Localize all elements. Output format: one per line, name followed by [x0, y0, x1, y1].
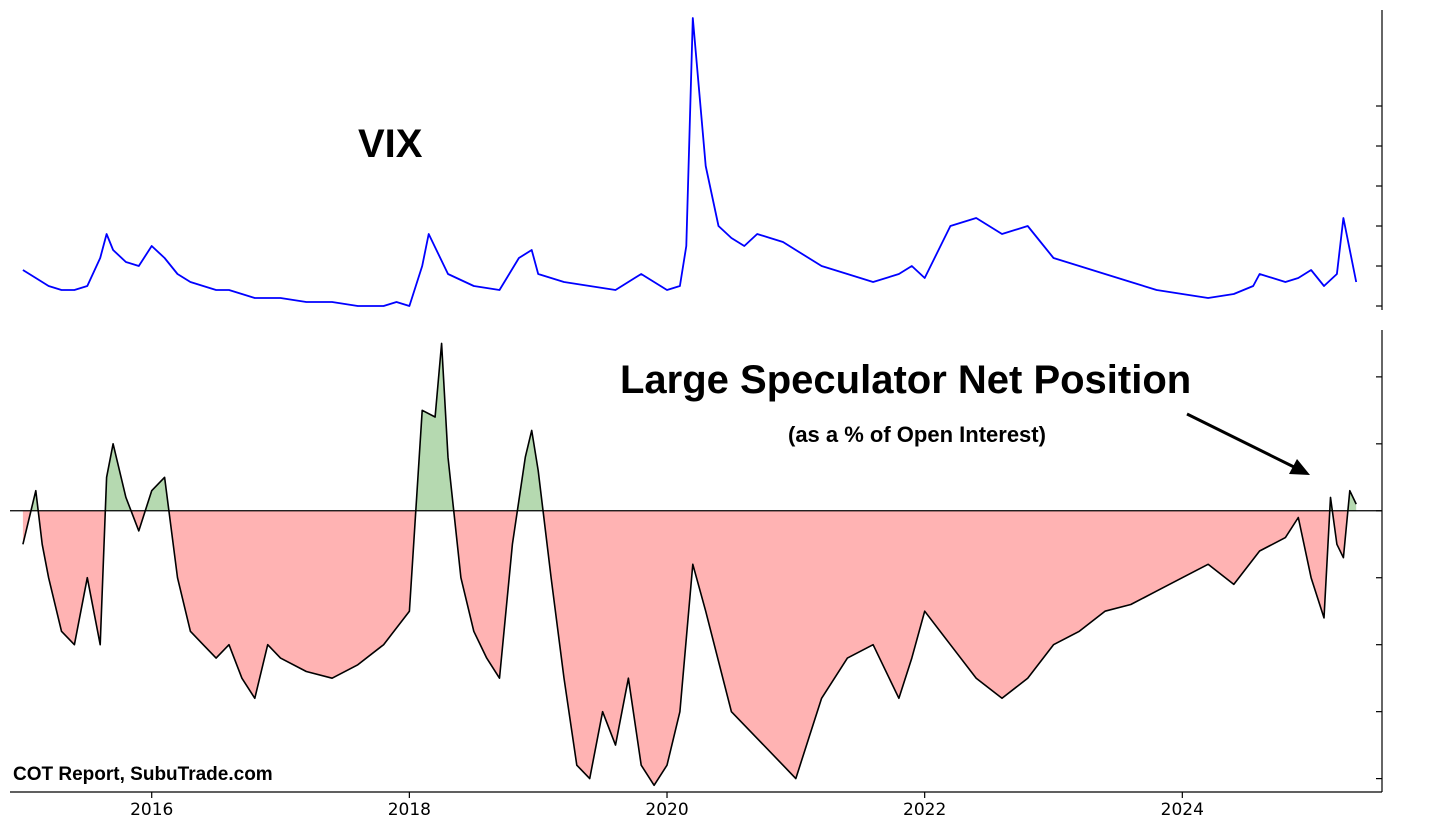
vix-series: [22, 17, 1358, 307]
annotation-arrow: [1186, 412, 1310, 475]
net-position-line: [22, 342, 1357, 787]
net-position-panel: Large Speculator Net Position (as a % of…: [10, 330, 1383, 792]
vix-panel: VIX: [22, 10, 1383, 310]
net-position-fill-positive: [30, 343, 1357, 511]
vix-line: [22, 17, 1358, 307]
x-tick-label: 2018: [388, 800, 431, 820]
source-note: COT Report, SubuTrade.com: [13, 764, 273, 785]
vix-y-ticks: [1376, 105, 1382, 307]
x-tick-label: 2024: [1161, 800, 1204, 820]
x-tick-label: 2020: [645, 800, 688, 820]
net-position-series: [10, 342, 1382, 787]
net-position-fill-negative: [22, 510, 1357, 786]
vix-title: VIX: [358, 122, 423, 166]
net-position-title: Large Speculator Net Position: [620, 358, 1191, 402]
x-tick-label: 2016: [130, 800, 173, 820]
x-tick-label: 2022: [903, 800, 946, 820]
x-axis: 2016 2018 2020 2022 2024: [10, 791, 1382, 820]
net-position-y-ticks: [1376, 376, 1382, 780]
x-ticks: 2016 2018 2020 2022 2024: [130, 792, 1204, 820]
net-position-subtitle: (as a % of Open Interest): [788, 422, 1046, 447]
